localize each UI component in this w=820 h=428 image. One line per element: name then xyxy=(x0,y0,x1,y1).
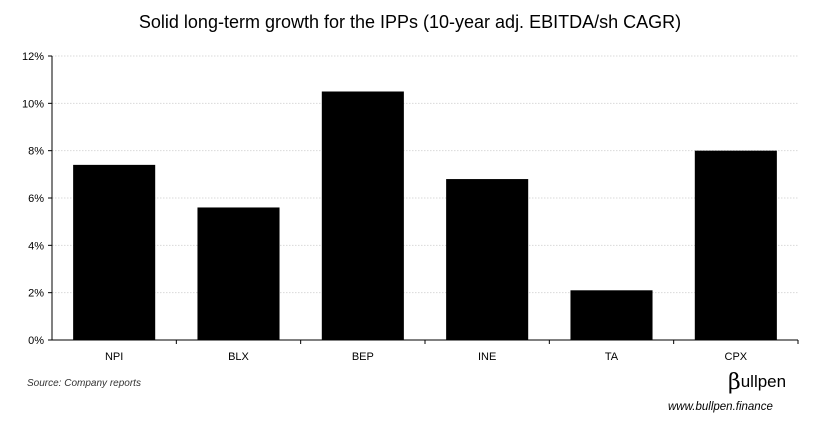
y-tick-label: 10% xyxy=(22,98,44,110)
bars xyxy=(73,91,777,340)
y-tick-label: 2% xyxy=(28,288,44,300)
x-category-label: INE xyxy=(478,351,496,363)
gridlines xyxy=(52,55,798,294)
bar-blx xyxy=(197,207,280,340)
brand-url: www.bullpen.finance xyxy=(668,401,773,413)
x-category-label: CPX xyxy=(725,351,748,363)
x-category-label: NPI xyxy=(105,351,123,363)
logo-mark: β xyxy=(728,370,741,395)
y-tick-label: 4% xyxy=(28,240,44,252)
source-note: Source: Company reports xyxy=(27,378,141,389)
y-tick-label: 12% xyxy=(22,51,44,63)
x-category-label: BLX xyxy=(228,351,249,363)
y-tick-label: 0% xyxy=(28,335,44,347)
bar-cpx xyxy=(694,150,777,340)
x-axis-category-labels: NPI BLX BEP INE TA CPX xyxy=(105,351,748,363)
bar-npi xyxy=(73,164,156,340)
bullpen-logo-icon: βullpen xyxy=(728,370,786,395)
bar-bep xyxy=(321,91,404,340)
bar-ine xyxy=(446,179,529,340)
axes xyxy=(48,55,799,344)
y-axis-tick-labels: 0% 2% 4% 6% 8% 10% 12% xyxy=(22,51,44,347)
logo-text: ullpen xyxy=(740,372,787,391)
x-category-label: BEP xyxy=(352,351,374,363)
x-category-label: TA xyxy=(605,351,619,363)
y-tick-label: 8% xyxy=(28,146,44,158)
chart-title: Solid long-term growth for the IPPs (10-… xyxy=(138,12,682,32)
y-tick-label: 6% xyxy=(28,193,44,205)
bar-ta xyxy=(570,290,653,340)
